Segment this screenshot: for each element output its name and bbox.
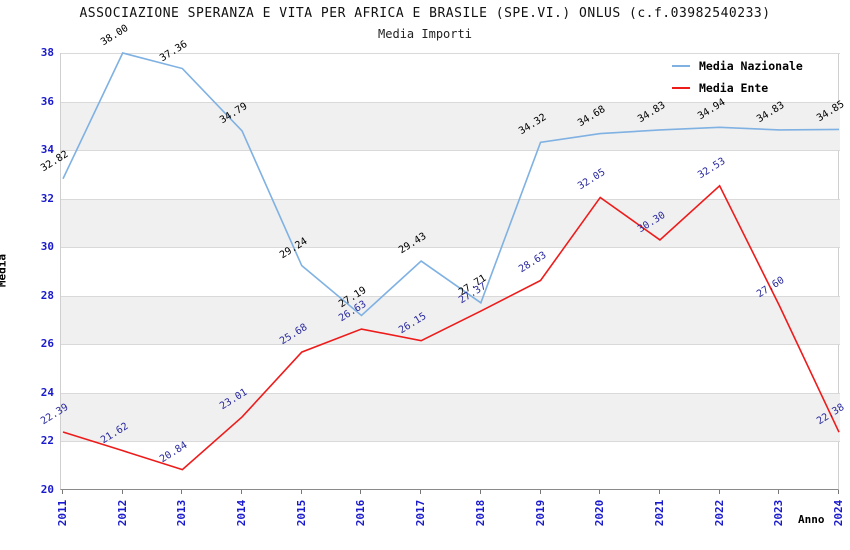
gray-band bbox=[61, 198, 840, 248]
gridline bbox=[61, 441, 840, 443]
x-tick-mark bbox=[420, 490, 422, 494]
gray-band bbox=[61, 392, 840, 442]
x-tick-label: 2013 bbox=[175, 499, 189, 527]
legend-line-icon bbox=[672, 87, 690, 89]
legend-label: Media Ente bbox=[699, 81, 769, 95]
x-tick-label: 2014 bbox=[235, 499, 249, 527]
chart-subtitle: Media Importi bbox=[378, 27, 472, 41]
x-tick-mark bbox=[718, 490, 720, 494]
x-tick-mark bbox=[300, 490, 302, 494]
x-tick-mark bbox=[479, 490, 481, 494]
y-tick-label: 36 bbox=[40, 94, 54, 108]
legend: Media Nazionale Media Ente bbox=[672, 58, 803, 102]
x-tick-label: 2020 bbox=[593, 499, 607, 527]
y-tick-label: 34 bbox=[40, 143, 54, 157]
x-tick-mark bbox=[121, 490, 123, 494]
plot-area: 32.82 38.00 37.36 34.79 29.24 27.19 29.43 27.71… bbox=[39, 23, 846, 490]
x-tick-mark bbox=[599, 490, 601, 494]
x-tick-label: 2012 bbox=[115, 499, 129, 527]
legend-item: Media Ente bbox=[672, 80, 803, 96]
gridline bbox=[61, 247, 840, 249]
x-tick-mark bbox=[62, 490, 63, 494]
x-axis-title: Anno bbox=[798, 513, 825, 526]
x-tick-label: 2023 bbox=[772, 499, 786, 527]
x-tick-label: 2018 bbox=[473, 499, 487, 527]
x-tick-mark bbox=[241, 490, 243, 494]
series-lines bbox=[62, 52, 840, 471]
x-tick-mark bbox=[181, 490, 183, 494]
x-tick-label: 2024 bbox=[832, 499, 845, 527]
y-axis-title: Media bbox=[0, 253, 9, 288]
gridline bbox=[61, 198, 840, 200]
x-tick-label: 2015 bbox=[294, 499, 308, 527]
y-tick-label: 24 bbox=[40, 385, 54, 399]
y-tick-label: 20 bbox=[40, 483, 54, 496]
gridline bbox=[61, 53, 840, 54]
x-tick-mark bbox=[838, 490, 839, 494]
y-tick-label: 26 bbox=[40, 337, 54, 351]
series-line-media-ente bbox=[62, 184, 840, 471]
x-tick-mark bbox=[360, 490, 362, 494]
x-tick-mark bbox=[539, 490, 541, 494]
legend-label: Media Nazionale bbox=[699, 59, 803, 73]
legend-item: Media Nazionale bbox=[672, 58, 803, 74]
x-tick-label: 2019 bbox=[533, 499, 547, 527]
gridline bbox=[61, 392, 840, 394]
x-tick-label: 2011 bbox=[56, 499, 69, 527]
gridline bbox=[61, 344, 840, 346]
x-tick-label: 2016 bbox=[354, 499, 368, 527]
y-tick-label: 22 bbox=[40, 434, 54, 448]
x-tick-mark bbox=[778, 490, 780, 494]
x-tick-label: 2021 bbox=[652, 499, 666, 527]
gridline bbox=[61, 150, 840, 152]
y-tick-label: 30 bbox=[40, 240, 54, 254]
gray-band bbox=[61, 295, 840, 345]
y-tick-label: 38 bbox=[40, 46, 54, 59]
gridline bbox=[61, 101, 840, 103]
gridline bbox=[61, 295, 840, 297]
series-line-media-nazionale bbox=[62, 52, 840, 317]
y-tick-label: 32 bbox=[40, 191, 54, 205]
y-tick-label: 28 bbox=[40, 288, 54, 302]
chart-title: ASSOCIAZIONE SPERANZA E VITA PER AFRICA … bbox=[79, 6, 771, 21]
x-tick-label: 2017 bbox=[414, 499, 428, 527]
x-tick-label: 2022 bbox=[712, 499, 726, 527]
gray-band bbox=[61, 101, 840, 151]
legend-line-icon bbox=[672, 65, 690, 67]
x-tick-mark bbox=[658, 490, 660, 494]
